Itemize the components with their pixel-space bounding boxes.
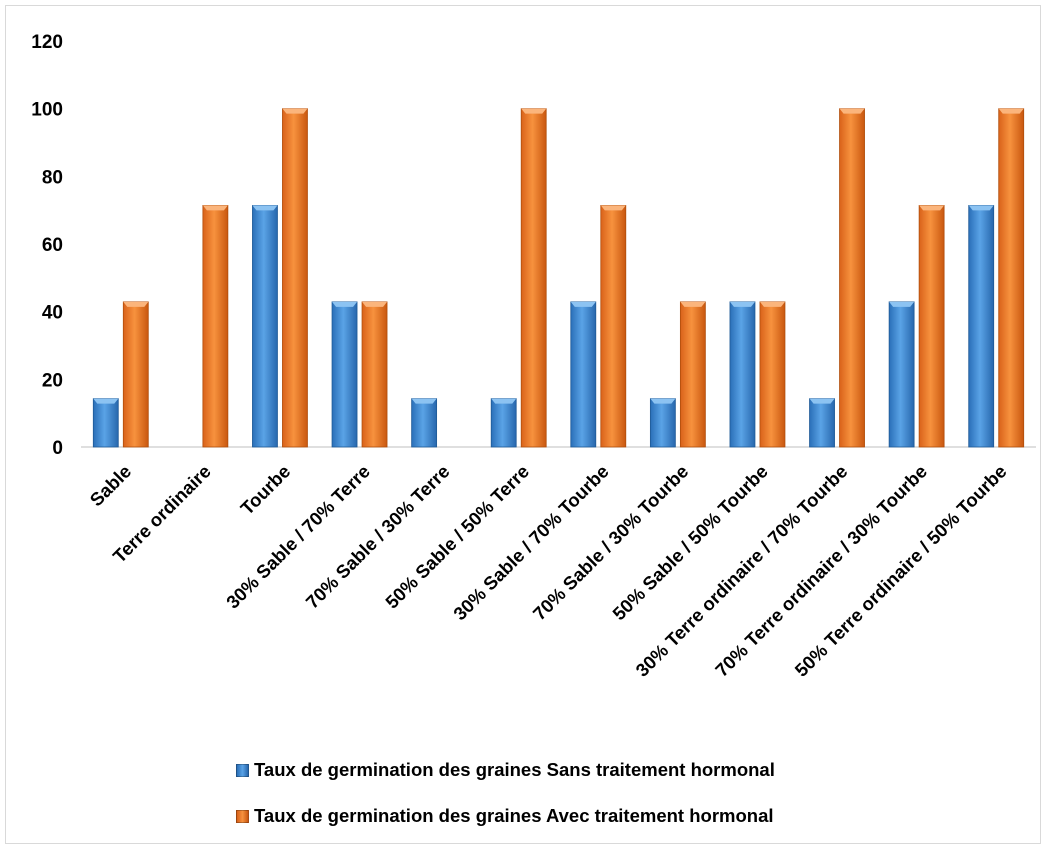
bar-sans-traitement	[888, 301, 915, 448]
bar-sans-traitement	[968, 205, 995, 448]
legend-swatch-blue	[236, 763, 249, 777]
x-category-label: Tourbe	[236, 461, 294, 519]
bar-avec-traitement	[679, 301, 706, 448]
bar-bevel	[600, 205, 626, 211]
bar-bevel	[362, 301, 388, 307]
bar-sans-traitement	[411, 398, 438, 448]
bar-bevel	[252, 205, 278, 211]
bar-avec-traitement	[122, 301, 149, 448]
bar-bevel	[521, 108, 547, 114]
legend-label-sans-traitement: Taux de germination des graines Sans tra…	[254, 759, 775, 780]
bar-bevel	[919, 205, 945, 211]
bar-bevel	[123, 301, 149, 307]
y-tick-label: 60	[42, 235, 63, 256]
x-category-label: 30% Sable / 70% Terre	[222, 461, 374, 613]
bar-bevel	[839, 108, 865, 114]
x-category-label: 50% Sable / 50% Terre	[381, 461, 533, 613]
bar-bevel	[809, 398, 835, 404]
bar-bevel	[202, 205, 228, 211]
bar-bevel	[680, 301, 706, 307]
bar-avec-traitement	[202, 205, 229, 448]
legend-swatch-orange	[236, 809, 249, 823]
bar-sans-traitement	[490, 398, 517, 448]
bar-bevel	[93, 398, 119, 404]
x-category-label: 50% Sable / 50% Tourbe	[608, 461, 772, 625]
y-tick-label: 120	[31, 32, 63, 53]
bar-bevel	[998, 108, 1024, 114]
bar-avec-traitement	[361, 301, 388, 448]
chart-frame: 0 20 40 60 80 100 120 Sable Terre ordinaire Tour…	[5, 5, 1041, 844]
bar-sans-traitement	[570, 301, 597, 448]
bar-bevel	[889, 301, 915, 307]
bar-avec-traitement	[520, 108, 547, 448]
bar-sans-traitement	[649, 398, 676, 448]
bar-bevel	[650, 398, 676, 404]
bar-avec-traitement	[282, 108, 308, 448]
legend-item-avec-traitement: Taux de germination des graines Avec tra…	[236, 805, 774, 827]
x-category-label: 70% Sable / 30% Terre	[302, 461, 454, 613]
y-tick-label: 40	[42, 303, 63, 324]
x-category-label: Sable	[85, 461, 135, 511]
y-tick-label: 80	[42, 167, 63, 188]
bar-bevel	[411, 398, 437, 404]
bar-avec-traitement	[918, 205, 945, 448]
bar-bevel	[729, 301, 755, 307]
bar-bevel	[282, 108, 308, 114]
bar-sans-traitement	[809, 398, 835, 448]
bar-bevel	[570, 301, 596, 307]
legend-label-avec-traitement: Taux de germination des graines Avec tra…	[254, 805, 774, 826]
x-category-label: 70% Sable / 30% Tourbe	[529, 461, 693, 625]
bar-avec-traitement	[839, 108, 865, 448]
bar-bevel	[332, 301, 358, 307]
y-axis-tick-labels: 0 20 40 60 80 100 120	[31, 32, 63, 459]
bars-group	[92, 108, 1025, 448]
bar-sans-traitement	[92, 398, 119, 448]
bar-sans-traitement	[729, 301, 756, 448]
bar-sans-traitement	[252, 205, 278, 448]
y-tick-label: 100	[31, 100, 63, 121]
bar-avec-traitement	[600, 205, 627, 448]
bar-bevel	[968, 205, 994, 211]
bar-sans-traitement	[331, 301, 358, 448]
bar-avec-traitement	[998, 108, 1025, 448]
bar-bevel	[491, 398, 517, 404]
x-category-label: 30% Sable / 70% Tourbe	[449, 461, 613, 625]
y-tick-label: 20	[42, 370, 63, 391]
legend-item-sans-traitement: Taux de germination des graines Sans tra…	[236, 759, 775, 781]
y-tick-label: 0	[52, 438, 63, 459]
bar-bevel	[759, 301, 785, 307]
bar-avec-traitement	[759, 301, 786, 448]
